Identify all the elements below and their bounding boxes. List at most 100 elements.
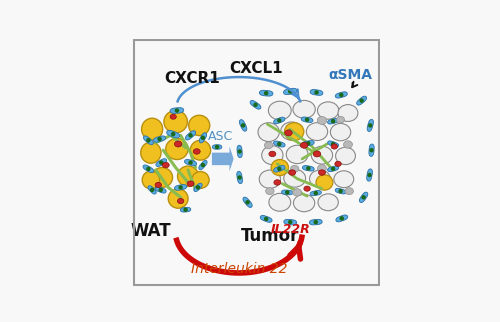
Circle shape [360,99,364,103]
Ellipse shape [281,122,302,140]
Ellipse shape [345,188,354,194]
Ellipse shape [174,141,182,147]
Polygon shape [284,219,296,225]
Circle shape [241,123,246,128]
Polygon shape [260,215,272,222]
Circle shape [188,160,193,165]
Polygon shape [156,187,166,193]
Ellipse shape [142,118,163,140]
Ellipse shape [178,166,199,186]
Circle shape [150,188,154,192]
Polygon shape [250,100,261,109]
Polygon shape [328,141,338,147]
Circle shape [277,142,281,146]
Ellipse shape [162,162,169,168]
Ellipse shape [259,170,280,188]
Ellipse shape [264,142,273,149]
Ellipse shape [142,171,160,189]
Ellipse shape [268,101,291,120]
Circle shape [288,220,292,224]
Circle shape [238,175,242,180]
Circle shape [200,136,205,140]
Circle shape [174,108,179,113]
Polygon shape [240,120,247,131]
Ellipse shape [336,147,355,165]
Circle shape [340,216,344,221]
Ellipse shape [318,170,326,175]
Polygon shape [335,188,346,194]
Circle shape [158,137,162,141]
Circle shape [146,138,150,143]
Ellipse shape [188,115,210,136]
Circle shape [306,166,310,171]
Ellipse shape [318,165,326,172]
Ellipse shape [338,105,358,121]
Polygon shape [170,108,183,113]
Polygon shape [180,207,191,212]
Circle shape [200,163,205,167]
Text: Interleukin 22: Interleukin 22 [190,262,287,276]
Ellipse shape [294,194,315,212]
Polygon shape [336,215,347,222]
Polygon shape [166,130,179,138]
Ellipse shape [262,146,283,165]
Ellipse shape [314,151,320,157]
Circle shape [159,160,164,165]
Polygon shape [143,165,154,173]
Circle shape [158,188,163,192]
Polygon shape [282,190,293,195]
Text: IL22R: IL22R [271,223,311,236]
Circle shape [362,195,366,200]
Circle shape [238,149,242,154]
Circle shape [331,142,336,146]
Ellipse shape [284,169,306,187]
Circle shape [277,118,281,123]
Ellipse shape [318,194,338,211]
Polygon shape [310,191,322,196]
Circle shape [215,145,220,149]
Polygon shape [328,118,338,124]
Circle shape [264,91,268,95]
Ellipse shape [290,165,299,172]
Ellipse shape [293,100,316,118]
Ellipse shape [286,145,308,164]
Polygon shape [212,145,222,149]
Polygon shape [328,166,338,172]
Ellipse shape [306,123,328,140]
Polygon shape [199,133,206,143]
Polygon shape [186,131,196,140]
Ellipse shape [152,167,172,187]
Polygon shape [237,145,242,158]
Text: CXCR1: CXCR1 [164,71,220,86]
Polygon shape [310,90,323,95]
Circle shape [314,191,318,195]
Circle shape [178,185,183,190]
Polygon shape [284,88,297,95]
Ellipse shape [344,141,352,148]
Polygon shape [310,219,322,225]
Circle shape [314,90,318,95]
Circle shape [184,207,188,212]
Polygon shape [184,159,196,166]
Polygon shape [366,169,372,181]
Text: αSMA: αSMA [328,68,372,81]
Polygon shape [367,119,374,131]
Circle shape [254,103,258,107]
Ellipse shape [334,171,353,188]
Polygon shape [356,96,366,105]
Circle shape [331,166,336,171]
Circle shape [368,123,372,128]
Circle shape [196,185,200,190]
Ellipse shape [192,172,209,188]
Ellipse shape [187,181,194,186]
Ellipse shape [155,182,162,187]
Polygon shape [154,136,166,142]
Polygon shape [237,171,242,184]
Ellipse shape [336,116,344,123]
Ellipse shape [317,117,326,124]
Ellipse shape [170,114,176,119]
Ellipse shape [284,123,304,140]
Circle shape [146,166,150,171]
Ellipse shape [316,175,333,190]
Ellipse shape [304,186,310,191]
